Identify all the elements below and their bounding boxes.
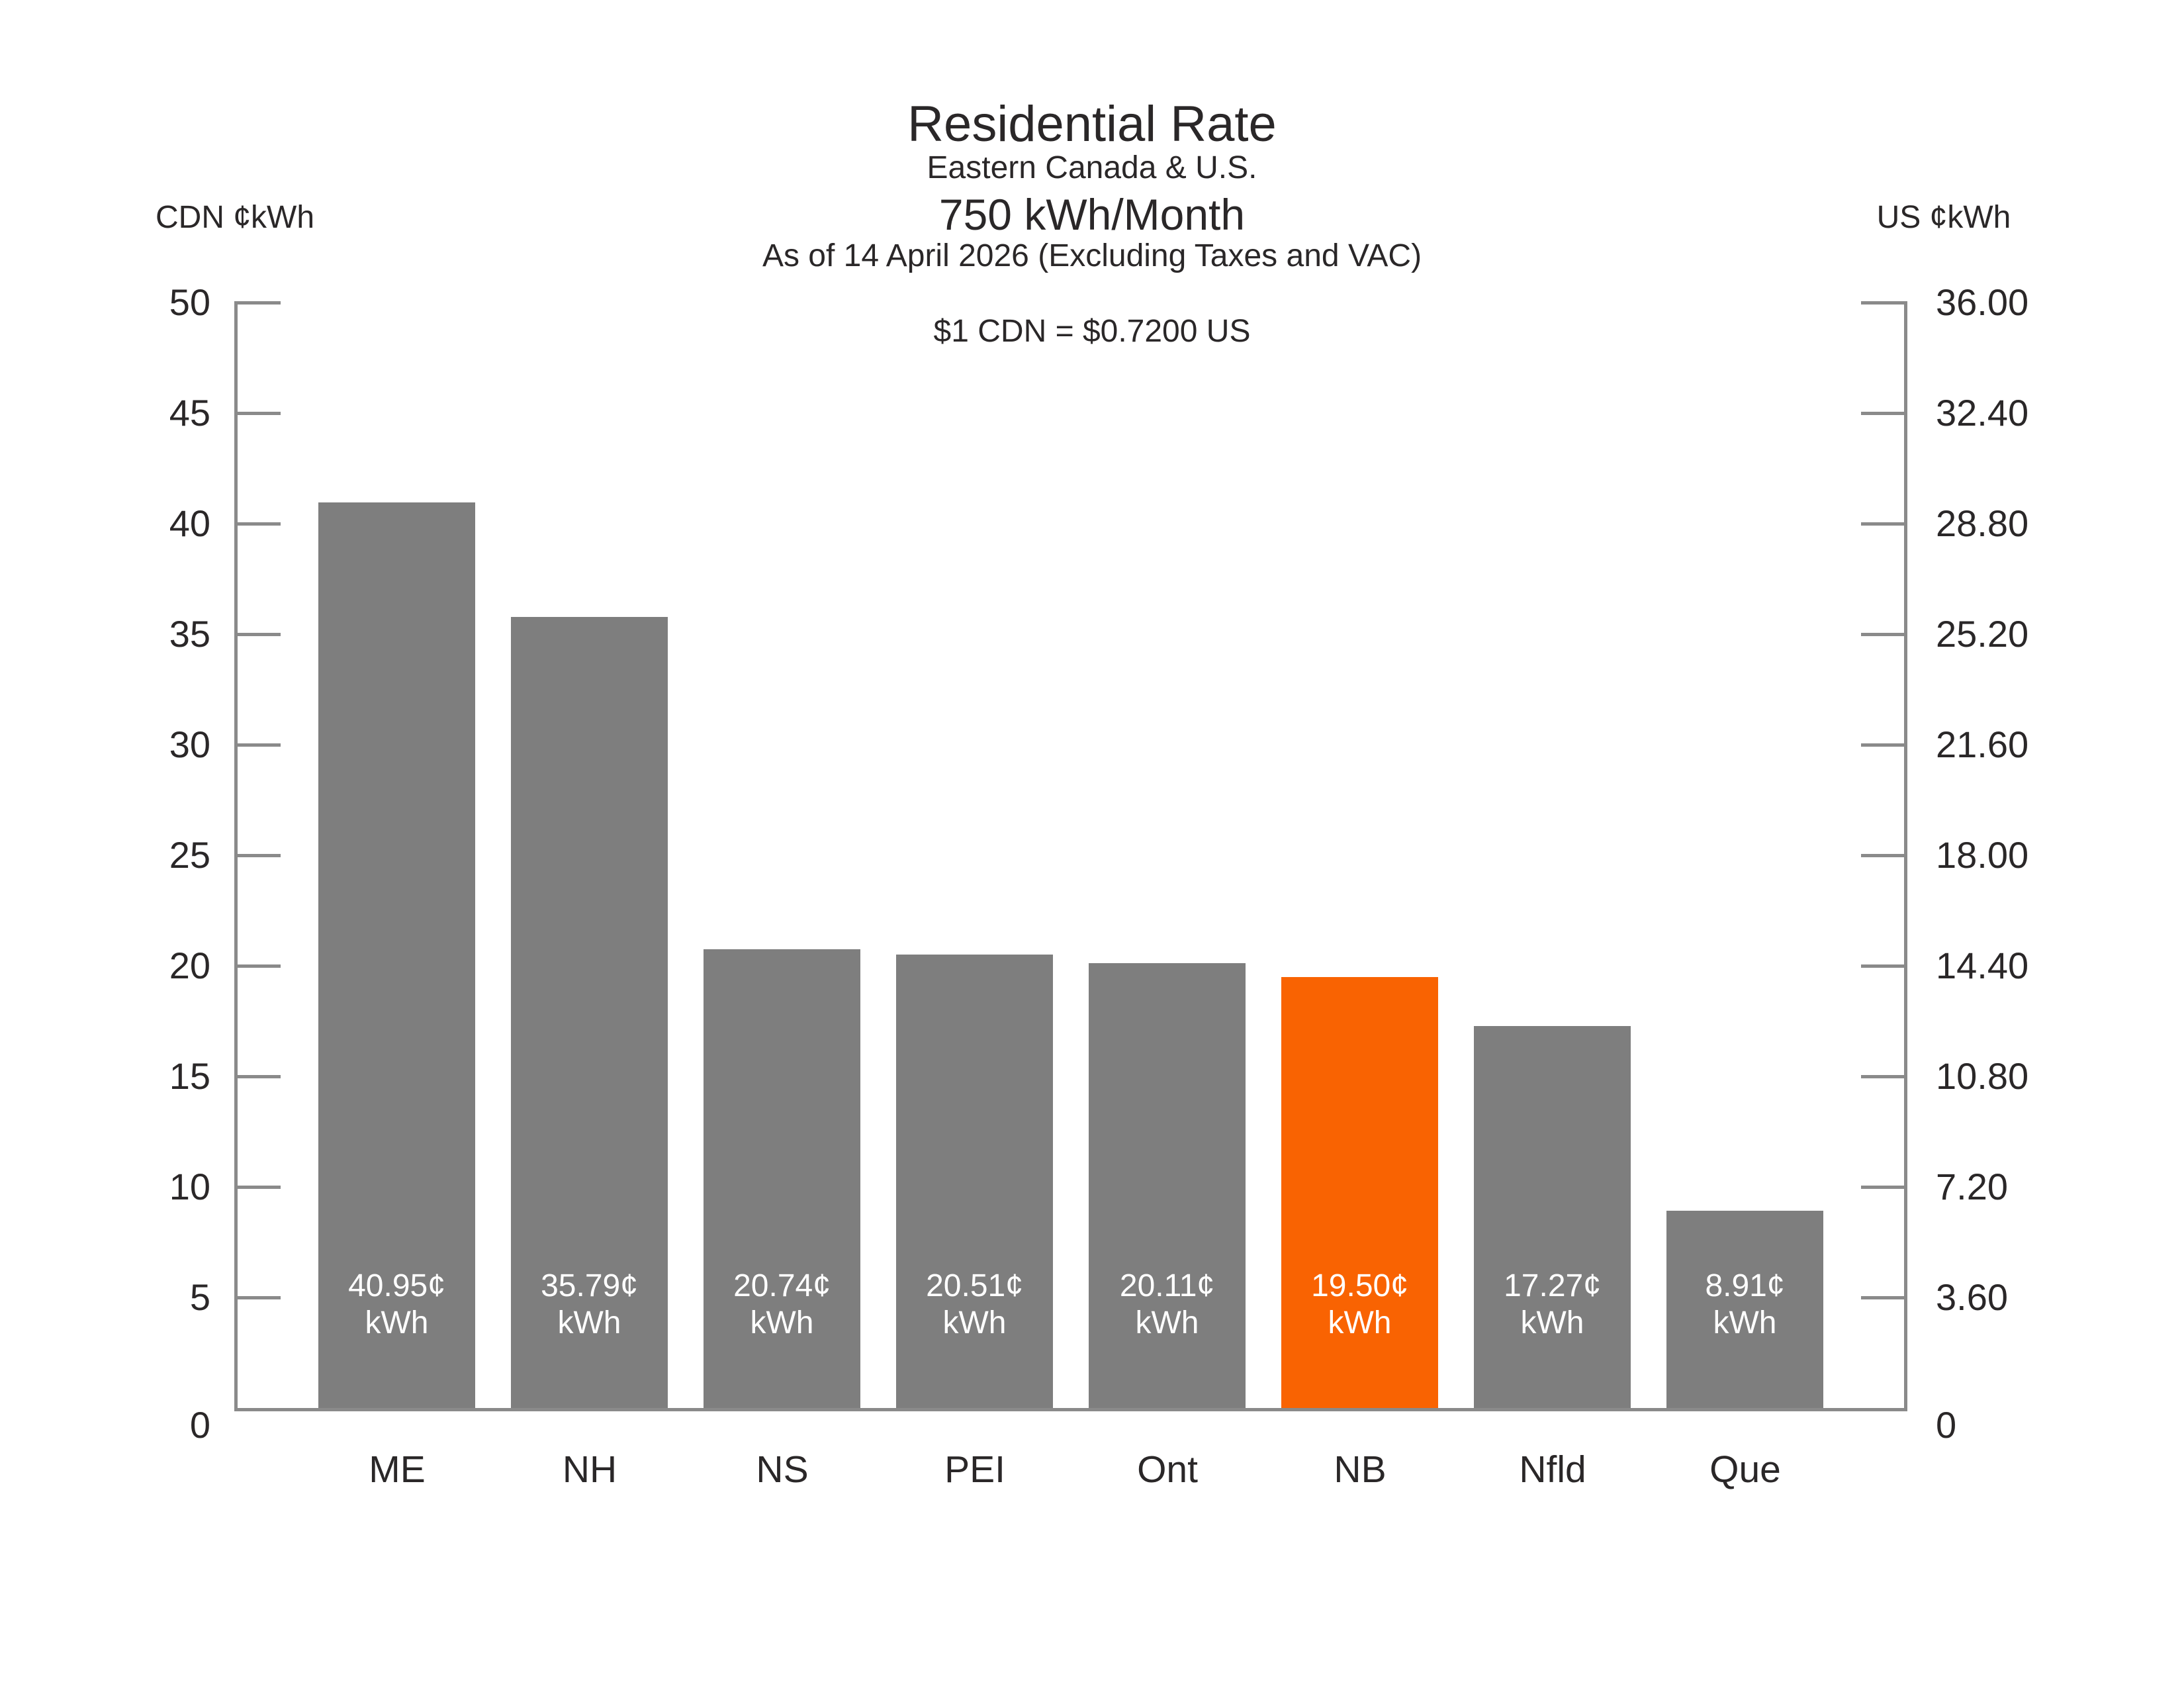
chart-subtitle-date: As of 14 April 2026 (Excluding Taxes and… <box>762 238 1422 273</box>
bar-NB: 19.50¢ kWh <box>1281 977 1438 1408</box>
bar-value-label: 40.95¢ <box>348 1268 445 1303</box>
x-axis-label-Que: Que <box>1709 1448 1781 1491</box>
bar-Que: 8.91¢ kWh <box>1666 1211 1823 1408</box>
y-axis-left-tick <box>237 964 281 968</box>
y-axis-left-tick-label: 15 <box>169 1055 210 1097</box>
bar-value-label: 20.11¢ <box>1119 1268 1215 1303</box>
x-axis-label-NH: NH <box>562 1448 617 1491</box>
y-axis-right-tick-label: 14.40 <box>1936 945 2029 986</box>
bar-unit-label: kWh <box>942 1305 1007 1340</box>
bar-NS: 20.74¢ kWh <box>704 949 860 1408</box>
x-axis-label-Nfld: Nfld <box>1519 1448 1586 1491</box>
y-axis-left-tick <box>237 633 281 636</box>
bar-label-Que: 8.91¢ kWh <box>1666 1268 1823 1342</box>
bar-value-label: 20.51¢ <box>926 1268 1023 1303</box>
y-axis-right-tick <box>1861 1296 1905 1299</box>
x-axis-baseline <box>234 1408 1907 1411</box>
y-axis-right-tick-label: 3.60 <box>1936 1276 2008 1318</box>
y-axis-right-tick-label: 28.80 <box>1936 502 2029 544</box>
y-axis-left-tick-label: 5 <box>189 1276 210 1318</box>
bar-label-NB: 19.50¢ kWh <box>1281 1268 1438 1342</box>
x-axis-label-PEI: PEI <box>944 1448 1005 1491</box>
y-axis-left-tick-label: 0 <box>189 1404 210 1446</box>
bar-ME: 40.95¢ kWh <box>318 502 475 1408</box>
bar-Ont: 20.11¢ kWh <box>1089 963 1246 1408</box>
bar-value-label: 17.27¢ <box>1504 1268 1601 1303</box>
y-axis-left-tick-label: 35 <box>169 613 210 655</box>
x-axis-label-NB: NB <box>1334 1448 1387 1491</box>
y-axis-left-tick-label: 50 <box>169 281 210 323</box>
bar-NH: 35.79¢ kWh <box>511 617 668 1408</box>
y-axis-right-line <box>1904 301 1907 1411</box>
y-axis-left-tick <box>237 301 281 305</box>
x-axis-label-Ont: Ont <box>1137 1448 1198 1491</box>
y-axis-left-tick <box>237 1186 281 1189</box>
y-axis-left-tick-label: 45 <box>169 392 210 434</box>
y-axis-right-tick-label: 7.20 <box>1936 1166 2008 1207</box>
chart-subtitle-region: Eastern Canada & U.S. <box>927 150 1257 185</box>
y-axis-right-tick-label: 36.00 <box>1936 281 2029 323</box>
y-axis-right-tick <box>1861 1075 1905 1078</box>
bar-unit-label: kWh <box>1328 1305 1392 1340</box>
bar-value-label: 20.74¢ <box>733 1268 831 1303</box>
y-axis-left-tick-label: 20 <box>169 945 210 986</box>
exchange-rate-note: $1 CDN = $0.7200 US <box>933 314 1251 349</box>
y-axis-left-tick-label: 25 <box>169 834 210 876</box>
y-axis-left-tick <box>237 412 281 415</box>
x-axis-label-ME: ME <box>369 1448 426 1491</box>
bar-unit-label: kWh <box>1713 1305 1777 1340</box>
y-axis-right-tick-label: 21.60 <box>1936 724 2029 765</box>
y-axis-right-tick-label: 18.00 <box>1936 834 2029 876</box>
bar-label-NH: 35.79¢ kWh <box>511 1268 668 1342</box>
y-axis-right-tick <box>1861 412 1905 415</box>
bar-value-label: 19.50¢ <box>1311 1268 1408 1303</box>
bar-label-PEI: 20.51¢ kWh <box>896 1268 1053 1342</box>
y-axis-right-unit-label: US ¢kWh <box>1876 200 2011 235</box>
y-axis-left-tick <box>237 854 281 857</box>
y-axis-left-tick <box>237 743 281 747</box>
bar-unit-label: kWh <box>750 1305 814 1340</box>
y-axis-left-line <box>234 301 238 1411</box>
y-axis-right-tick <box>1861 743 1905 747</box>
bar-value-label: 8.91¢ <box>1705 1268 1785 1303</box>
bar-label-ME: 40.95¢ kWh <box>318 1268 475 1342</box>
y-axis-right-tick-label: 10.80 <box>1936 1055 2029 1097</box>
chart-subtitle-consumption: 750 kWh/Month <box>938 190 1246 239</box>
y-axis-right-tick <box>1861 854 1905 857</box>
y-axis-left-tick-label: 40 <box>169 502 210 544</box>
y-axis-right-tick-label: 0 <box>1936 1404 1957 1446</box>
y-axis-right-tick-label: 32.40 <box>1936 392 2029 434</box>
y-axis-right-tick-label: 25.20 <box>1936 613 2029 655</box>
y-axis-right-tick <box>1861 633 1905 636</box>
bar-value-label: 35.79¢ <box>541 1268 638 1303</box>
y-axis-left-tick-label: 30 <box>169 724 210 765</box>
bar-unit-label: kWh <box>557 1305 621 1340</box>
y-axis-left-tick <box>237 1075 281 1078</box>
y-axis-left-tick <box>237 522 281 526</box>
bar-label-Ont: 20.11¢ kWh <box>1089 1268 1246 1342</box>
bar-unit-label: kWh <box>1520 1305 1584 1340</box>
page-title: Residential Rate <box>907 96 1277 152</box>
y-axis-left-tick <box>237 1296 281 1299</box>
y-axis-right-tick <box>1861 964 1905 968</box>
bar-unit-label: kWh <box>1135 1305 1199 1340</box>
bar-label-Nfld: 17.27¢ kWh <box>1474 1268 1631 1342</box>
y-axis-right-tick <box>1861 301 1905 305</box>
x-axis-label-NS: NS <box>756 1448 809 1491</box>
bar-unit-label: kWh <box>365 1305 429 1340</box>
y-axis-left-unit-label: CDN ¢kWh <box>155 200 315 235</box>
bar-Nfld: 17.27¢ kWh <box>1474 1026 1631 1408</box>
y-axis-right-tick <box>1861 522 1905 526</box>
y-axis-right-tick <box>1861 1186 1905 1189</box>
y-axis-left-tick-label: 10 <box>169 1166 210 1207</box>
bar-PEI: 20.51¢ kWh <box>896 955 1053 1408</box>
bar-label-NS: 20.74¢ kWh <box>704 1268 860 1342</box>
